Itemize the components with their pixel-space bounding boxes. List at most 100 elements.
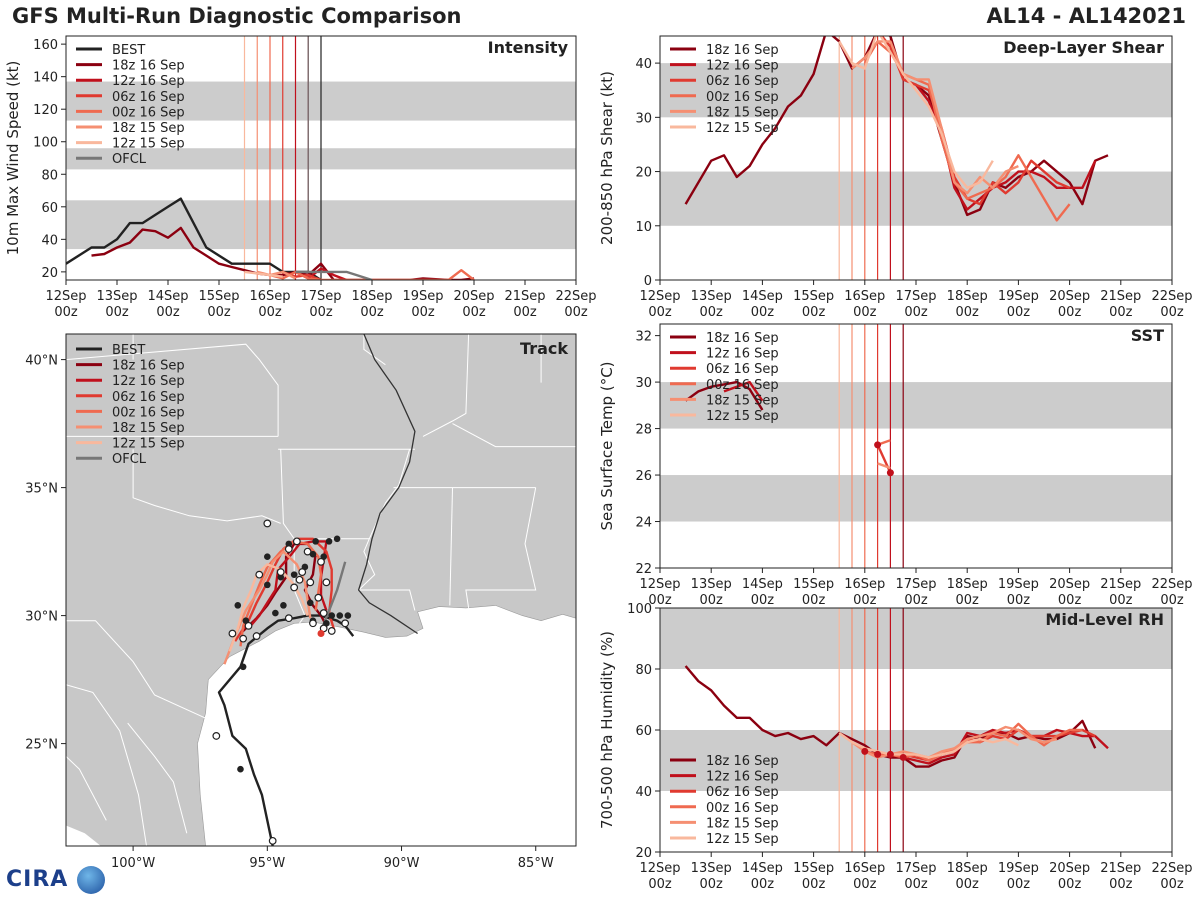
x-tick-label: 18Sep: [351, 289, 392, 304]
y-tick-label: 100: [627, 602, 652, 617]
series-line-OFCL: [295, 270, 373, 280]
x-tick-label: 00z: [309, 305, 333, 320]
x-tick-label: 22Sep: [1151, 577, 1192, 592]
legend-label: OFCL: [112, 452, 147, 467]
legend-label: 12z 16 Sep: [706, 347, 779, 362]
x-tick-label: 00z: [700, 593, 724, 608]
y-tick-label: 25°N: [25, 738, 58, 753]
track-line-18z-15-Sep: [223, 550, 312, 665]
track-point-filled: [280, 602, 287, 609]
x-tick-label: 00z: [956, 305, 980, 320]
x-tick-label: 14Sep: [742, 577, 783, 592]
x-tick-label: 00z: [853, 877, 877, 892]
track-frame: [65, 333, 577, 847]
y-tick-label: 40: [41, 233, 58, 248]
point-marker: [899, 753, 907, 761]
track-point-open: [298, 568, 307, 576]
series-line-12z-16-Sep: [723, 380, 764, 402]
legend-label: 12z 16 Sep: [112, 374, 185, 389]
y-tick-label: 28: [635, 423, 652, 438]
legend-label: 00z 16 Sep: [706, 801, 779, 816]
track-point-open: [317, 557, 325, 566]
x-tick-label: 00z: [956, 877, 980, 892]
track-point-open: [252, 632, 261, 640]
state-border: [449, 487, 453, 606]
track-point-open: [303, 547, 312, 556]
point-marker: [874, 750, 882, 758]
point-marker: [861, 747, 869, 755]
x-tick-label: 13Sep: [96, 289, 137, 304]
x-tick-label: 17Sep: [895, 289, 936, 304]
x-tick-label: 00z: [648, 593, 672, 608]
x-tick-label: 00z: [1007, 877, 1031, 892]
pacific-ocean: [66, 825, 101, 846]
x-tick-label: 00z: [648, 305, 672, 320]
y-tick-label: 0: [644, 274, 652, 289]
globe-icon: [76, 866, 105, 894]
legend-label: 12z 15 Sep: [706, 832, 779, 847]
legend-label: 12z 16 Sep: [706, 59, 779, 74]
legend-label: 18z 15 Sep: [112, 121, 185, 136]
x-tick-label: 22Sep: [555, 289, 596, 304]
x-tick-label: 95°W: [249, 856, 285, 871]
legend-label: 12z 15 Sep: [706, 409, 779, 424]
x-tick-label: 00z: [802, 877, 826, 892]
track-point-red: [317, 630, 325, 638]
x-tick-label: 00z: [904, 593, 928, 608]
sst-plot-area: [660, 324, 1172, 568]
state-border: [465, 487, 537, 608]
x-tick-label: 15Sep: [793, 289, 834, 304]
x-tick-label: 21Sep: [1100, 861, 1141, 876]
x-tick-label: 00z: [54, 305, 78, 320]
y-tick-label: 32: [635, 330, 652, 345]
track-point-open: [239, 634, 248, 643]
shear-plot-area: [660, 36, 1172, 280]
legend-label: 06z 16 Sep: [706, 785, 779, 800]
x-tick-label: 00z: [700, 305, 724, 320]
y-tick-label: 30: [635, 376, 652, 391]
legend-label: 00z 16 Sep: [112, 105, 185, 120]
x-tick-label: 00z: [564, 305, 588, 320]
x-tick-label: 19Sep: [998, 289, 1039, 304]
track-point-filled: [336, 612, 344, 619]
y-axis-label: 200-850 hPa Shear (kt): [598, 71, 616, 245]
point-marker: [886, 469, 894, 477]
x-tick-label: 00z: [802, 305, 826, 320]
page-title: GFS Multi-Run Diagnostic Comparison: [12, 4, 462, 28]
x-tick-label: 00z: [1007, 305, 1031, 320]
legend-label: 12z 16 Sep: [112, 74, 185, 89]
x-tick-label: 17Sep: [895, 577, 936, 592]
y-tick-label: 60: [41, 201, 58, 216]
x-tick-label: 18Sep: [947, 577, 988, 592]
track-point-open: [295, 575, 304, 584]
series-line-00z-16-Sep: [269, 269, 475, 280]
legend-label: 12z 16 Sep: [706, 770, 779, 785]
x-tick-label: 85°W: [518, 856, 554, 871]
y-tick-label: 20: [41, 266, 58, 281]
track-point-filled: [328, 612, 336, 619]
cira-logo: CIRA: [6, 866, 105, 894]
y-tick-label: 20: [635, 846, 652, 861]
x-tick-label: 20Sep: [453, 289, 494, 304]
track-point-open: [244, 621, 253, 630]
legend-label: BEST: [112, 43, 145, 58]
track-point-filled: [325, 538, 333, 545]
x-tick-label: 21Sep: [504, 289, 545, 304]
x-tick-label: 00z: [751, 305, 775, 320]
y-axis-label: 10m Max Wind Speed (kt): [4, 61, 22, 256]
legend-label: OFCL: [112, 152, 147, 167]
y-tick-label: 20: [635, 166, 652, 181]
x-tick-label: 21Sep: [1100, 577, 1141, 592]
track-line-12z-15-Sep: [228, 563, 309, 652]
band: [660, 608, 1172, 669]
x-tick-label: 13Sep: [691, 289, 732, 304]
legend-label: 06z 16 Sep: [112, 90, 185, 105]
state-border: [452, 423, 576, 448]
track-point-open: [322, 578, 331, 587]
track-point-filled: [333, 535, 341, 543]
x-tick-label: 12Sep: [639, 577, 680, 592]
track-point-filled: [306, 599, 314, 607]
legend-label: 00z 16 Sep: [706, 90, 779, 105]
track-point-open: [228, 629, 237, 638]
track-point-open: [292, 537, 301, 546]
